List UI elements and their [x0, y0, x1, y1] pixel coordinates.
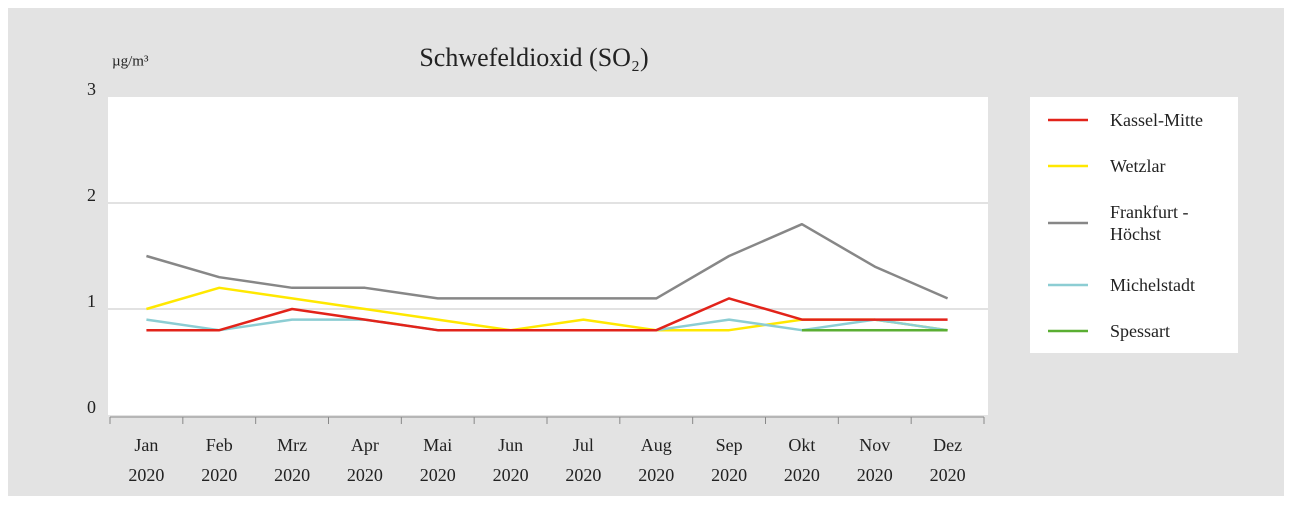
y-tick-label: 1	[87, 291, 96, 311]
x-tick-label: Feb 2020	[201, 435, 238, 485]
legend-label: Frankfurt - Höchst	[1110, 202, 1189, 244]
legend-label: Kassel-Mitte	[1110, 110, 1203, 130]
x-tick-label: Sep 2020	[711, 435, 748, 485]
y-tick-label: 0	[87, 397, 96, 417]
legend-label: Wetzlar	[1110, 156, 1166, 176]
legend-label: Spessart	[1110, 321, 1170, 341]
y-axis-label: µg/m³	[112, 53, 149, 69]
legend-box	[1030, 97, 1238, 353]
x-tick-label: Mrz 2020	[274, 435, 311, 485]
x-tick-label: Aug 2020	[638, 435, 675, 485]
x-tick-label: Apr 2020	[346, 435, 383, 485]
chart-title: Schwefeldioxid (SO₂)	[419, 43, 648, 72]
x-tick-label: Nov 2020	[856, 435, 893, 485]
x-tick-label: Jul 2020	[565, 435, 602, 485]
x-tick-label: Okt 2020	[783, 435, 820, 485]
series-line	[146, 222, 949, 300]
x-tick-label: Dez 2020	[929, 435, 966, 485]
series-line	[146, 297, 948, 332]
plot-area	[108, 97, 988, 415]
y-tick-label: 2	[87, 185, 96, 205]
x-tick-label: Jan 2020	[128, 435, 165, 485]
x-tick-label: Jun 2020	[492, 435, 529, 485]
legend-label: Michelstadt	[1110, 275, 1195, 295]
y-tick-label: 3	[87, 79, 96, 99]
x-tick-label: Mai 2020	[419, 435, 456, 485]
